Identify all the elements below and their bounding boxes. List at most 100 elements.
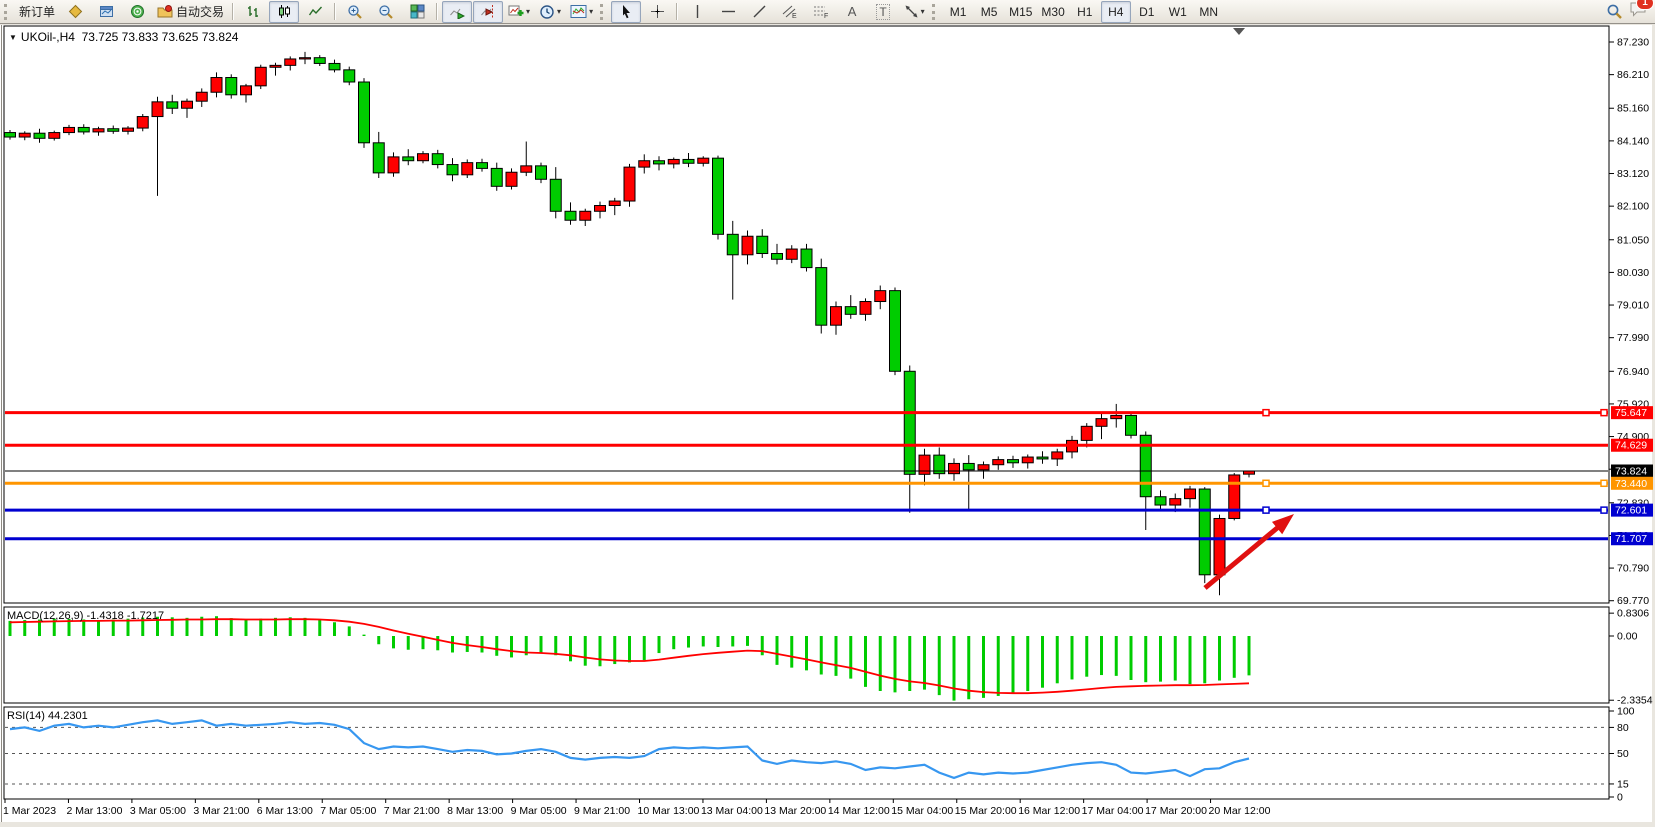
trendline-tool-button[interactable] bbox=[744, 1, 774, 23]
fibonacci-icon: F bbox=[814, 6, 828, 19]
toolbar-separator bbox=[232, 3, 235, 20]
hline-handle[interactable] bbox=[1600, 408, 1608, 417]
timeframe-D1[interactable]: D1 bbox=[1139, 4, 1155, 19]
crosshair-tool-button[interactable] bbox=[642, 1, 672, 23]
chart-ohlc-values: 73.725 73.833 73.625 73.824 bbox=[81, 30, 239, 44]
chevron-down-icon: ▾ bbox=[920, 7, 925, 16]
tile-windows-button[interactable] bbox=[402, 1, 432, 23]
data-window-button[interactable] bbox=[91, 1, 121, 23]
auto-scroll-button[interactable] bbox=[442, 0, 473, 23]
timeframe-H4[interactable]: H4 bbox=[1100, 0, 1131, 23]
template-icon bbox=[570, 5, 587, 18]
bull-candle bbox=[667, 158, 680, 165]
templates-button[interactable]: ▾ bbox=[566, 1, 597, 23]
bull-candle bbox=[284, 58, 297, 66]
chart-bars-button[interactable] bbox=[238, 1, 268, 23]
price-tick-label: 85.160 bbox=[1617, 103, 1649, 115]
time-tick-label: 14 Mar 12:00 bbox=[828, 805, 890, 817]
vertical-line-icon bbox=[696, 5, 698, 18]
svg-text:E: E bbox=[792, 13, 797, 19]
periods-button[interactable]: ▾ bbox=[535, 1, 565, 23]
new-order-button[interactable]: 新订单 bbox=[15, 1, 59, 23]
bear-candle bbox=[1154, 496, 1167, 506]
bear-candle bbox=[1036, 456, 1049, 460]
bear-candle bbox=[844, 306, 857, 315]
chart-title[interactable]: ▼ UKOil-,H4 73.725 73.833 73.625 73.824 bbox=[9, 30, 238, 44]
collapse-arrow-icon[interactable]: ▼ bbox=[9, 33, 17, 42]
chart-line-button[interactable] bbox=[300, 1, 330, 23]
bear-candle bbox=[962, 462, 975, 471]
price-tick-label: 86.210 bbox=[1617, 69, 1649, 81]
timeframe-M15[interactable]: M15 bbox=[1009, 4, 1033, 19]
auto-scroll-icon bbox=[450, 8, 466, 19]
bear-candle bbox=[402, 156, 415, 162]
chart-shift-button[interactable] bbox=[473, 0, 504, 23]
hline-handle[interactable] bbox=[1262, 479, 1270, 488]
hline-handle[interactable] bbox=[1600, 506, 1608, 514]
data-window-icon bbox=[99, 6, 113, 17]
arrows-tool-button[interactable]: ▾ bbox=[899, 1, 929, 23]
time-axis[interactable]: 1 Mar 2023 2 Mar 13:00 3 Mar 05:00 3 Mar 21… bbox=[3, 799, 1271, 817]
text-label-tool-button[interactable]: T bbox=[868, 1, 898, 23]
macd-axis-label: 0.8306 bbox=[1617, 608, 1649, 620]
chart-shift-marker[interactable] bbox=[1233, 28, 1245, 35]
bear-candle bbox=[343, 69, 356, 83]
equidistant-channel-icon: E bbox=[782, 5, 797, 19]
hline-handle[interactable] bbox=[1262, 506, 1270, 514]
vertical-line-tool-button[interactable] bbox=[682, 1, 712, 23]
fibonacci-tool-button[interactable]: F bbox=[806, 1, 836, 23]
hline-handle[interactable] bbox=[1600, 479, 1608, 488]
notifications-button[interactable]: 1 bbox=[1629, 0, 1654, 22]
search-icon[interactable] bbox=[1606, 3, 1623, 20]
bull-candle bbox=[63, 126, 75, 134]
market-watch-button[interactable] bbox=[60, 1, 90, 23]
trend-arrow-annotation[interactable] bbox=[1203, 514, 1294, 590]
bear-candle bbox=[1007, 459, 1019, 464]
chevron-down-icon: ▾ bbox=[526, 7, 531, 16]
timeframe-M1[interactable]: M1 bbox=[949, 4, 967, 19]
zoom-in-button[interactable] bbox=[340, 1, 370, 23]
bull-candle bbox=[151, 101, 164, 118]
bear-candle bbox=[1139, 434, 1152, 498]
zoom-out-button[interactable] bbox=[371, 1, 401, 23]
price-tick-label: 69.770 bbox=[1617, 595, 1649, 607]
price-tick-label: 76.940 bbox=[1617, 366, 1649, 378]
bear-candle bbox=[756, 235, 769, 255]
navigator-button[interactable] bbox=[122, 1, 152, 23]
price-badge-73.440: 73.440 bbox=[1611, 476, 1653, 490]
bull-candle bbox=[1051, 451, 1064, 460]
bull-candle bbox=[92, 128, 105, 133]
svg-text:72.601: 72.601 bbox=[1615, 505, 1647, 517]
time-tick-label: 2 Mar 13:00 bbox=[66, 805, 122, 817]
auto-trading-button[interactable]: 自动交易 bbox=[153, 1, 228, 23]
chart-window: 87.230 86.210 85.160 84.140 83.120 82.100 81.0… bbox=[0, 25, 1653, 822]
timeframe-M5[interactable]: M5 bbox=[980, 4, 998, 19]
bull-candle bbox=[1110, 414, 1123, 420]
cursor-tool-button[interactable] bbox=[611, 0, 642, 23]
add-indicator-icon bbox=[508, 5, 524, 16]
toolbar-grip[interactable] bbox=[932, 3, 938, 20]
timeframe-H1[interactable]: H1 bbox=[1077, 4, 1093, 19]
macd-axis-label: 0.00 bbox=[1617, 631, 1638, 643]
text-tool-button[interactable]: A bbox=[837, 1, 867, 23]
bull-candle bbox=[594, 205, 606, 212]
bear-candle bbox=[33, 132, 46, 139]
toolbar-grip[interactable] bbox=[600, 3, 606, 20]
horizontal-line-tool-button[interactable] bbox=[713, 1, 743, 23]
timeframe-MN[interactable]: MN bbox=[1199, 4, 1219, 19]
hline-handle[interactable] bbox=[1262, 408, 1270, 417]
bear-candle bbox=[225, 77, 238, 96]
timeframe-M30[interactable]: M30 bbox=[1041, 4, 1065, 19]
bull-candle bbox=[387, 156, 400, 174]
bull-candle bbox=[269, 64, 282, 68]
indicators-button[interactable]: ▾ bbox=[504, 1, 534, 23]
main-chart-pane[interactable] bbox=[3, 25, 1610, 604]
timeframe-W1[interactable]: W1 bbox=[1168, 4, 1187, 19]
price-badge-73.824: 73.824 bbox=[1611, 464, 1653, 478]
chart-candles-button[interactable] bbox=[269, 0, 300, 23]
bear-candle bbox=[771, 253, 783, 260]
toolbar-grip[interactable] bbox=[4, 3, 10, 20]
bull-candle bbox=[785, 248, 798, 260]
channel-tool-button[interactable]: E bbox=[775, 1, 805, 23]
bear-candle bbox=[77, 126, 90, 133]
